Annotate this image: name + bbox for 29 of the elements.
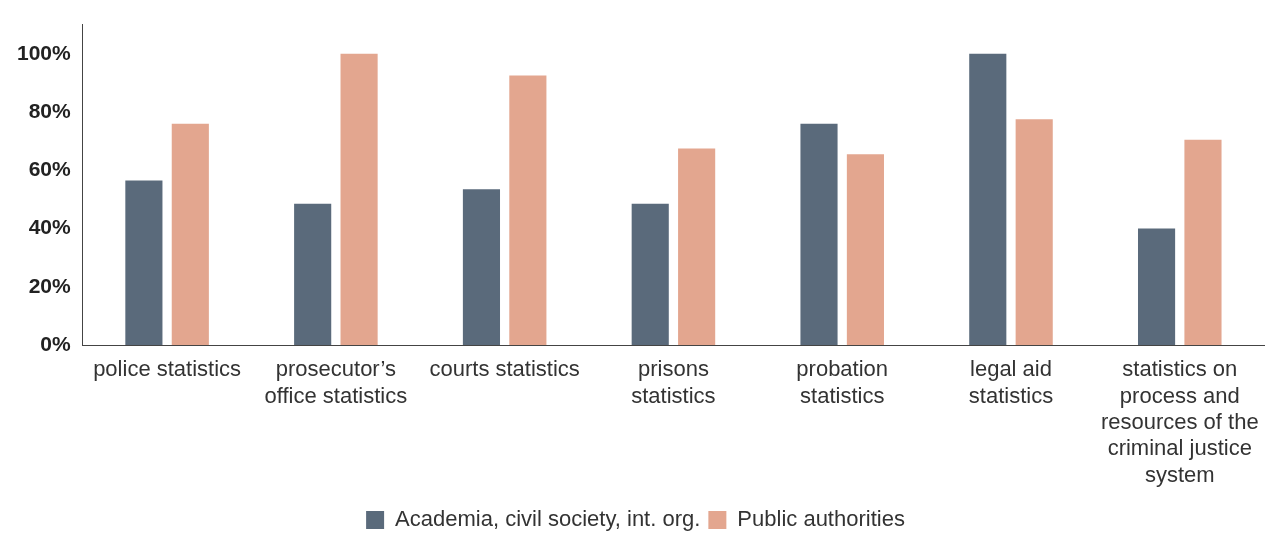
y-tick-label: 100% bbox=[16, 40, 72, 64]
y-tick-label: 20% bbox=[28, 273, 72, 297]
bar bbox=[846, 154, 884, 345]
bar bbox=[631, 203, 669, 345]
x-tick-label: prisons statistics bbox=[631, 356, 716, 408]
bar bbox=[1015, 119, 1053, 345]
x-tick-label: probation statistics bbox=[796, 356, 889, 408]
x-tick-label: prosecutor’s office statistics bbox=[264, 356, 408, 408]
x-tick-label: police statistics bbox=[93, 356, 242, 382]
bar bbox=[800, 123, 838, 345]
legend-label: Academia, civil society, int. org. bbox=[395, 506, 701, 532]
y-tick-label: 40% bbox=[28, 215, 72, 239]
bar bbox=[969, 53, 1007, 345]
bar bbox=[340, 53, 378, 345]
bar bbox=[294, 203, 332, 345]
y-tick-label: 80% bbox=[28, 98, 72, 122]
x-tick-label: statistics on process and resources of the criminal justice system bbox=[1100, 356, 1259, 487]
y-tick-label: 60% bbox=[28, 157, 72, 181]
y-tick-label: 0% bbox=[40, 331, 72, 355]
bar bbox=[509, 75, 547, 345]
bar bbox=[171, 123, 209, 345]
legend-label: Public authorities bbox=[737, 506, 905, 532]
bar bbox=[125, 180, 163, 345]
x-tick-label: courts statistics bbox=[429, 356, 580, 382]
x-tick-label: legal aid statistics bbox=[968, 356, 1054, 408]
bar bbox=[462, 189, 501, 345]
bar bbox=[1184, 139, 1222, 345]
bar bbox=[1138, 228, 1176, 345]
bar bbox=[678, 148, 716, 345]
